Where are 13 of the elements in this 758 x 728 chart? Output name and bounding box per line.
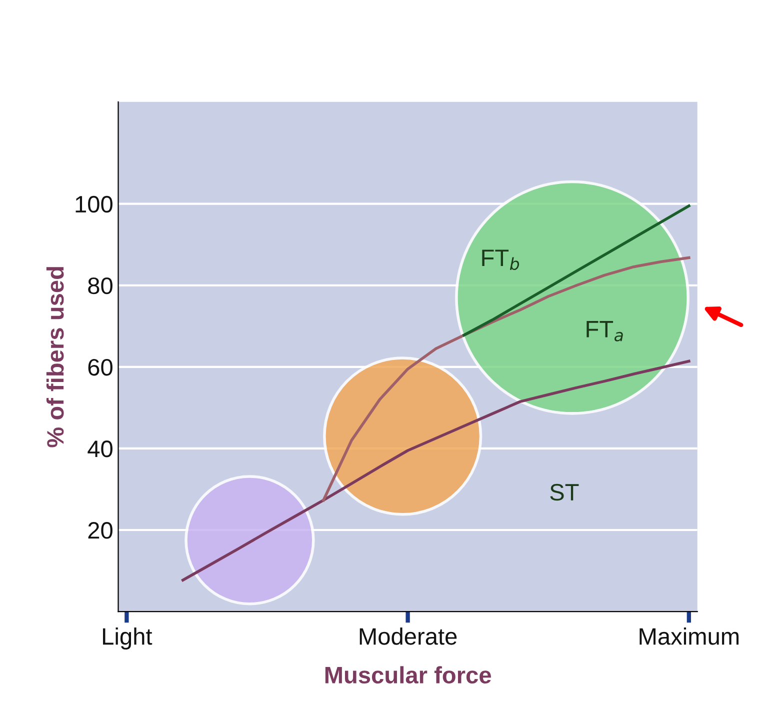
y-tick-label: 60 xyxy=(88,358,112,376)
x-tick-label: Light xyxy=(103,627,152,650)
y-tick-label: 80 xyxy=(88,277,112,294)
x-axis-title: Muscular force xyxy=(325,666,491,684)
y-axis-title: % of fibers used xyxy=(46,267,64,448)
y-tick-label: 20 xyxy=(88,522,112,539)
x-tick-label: Moderate xyxy=(360,627,457,645)
annotation: ST xyxy=(550,484,579,501)
annotation: FT$_{b}$ xyxy=(482,250,520,270)
y-tick-label: 40 xyxy=(88,440,112,458)
annotation: FT$_{a}$ xyxy=(586,321,623,342)
x-tick-label: Maximum xyxy=(640,627,739,645)
y-tick-label: 100 xyxy=(76,196,112,213)
